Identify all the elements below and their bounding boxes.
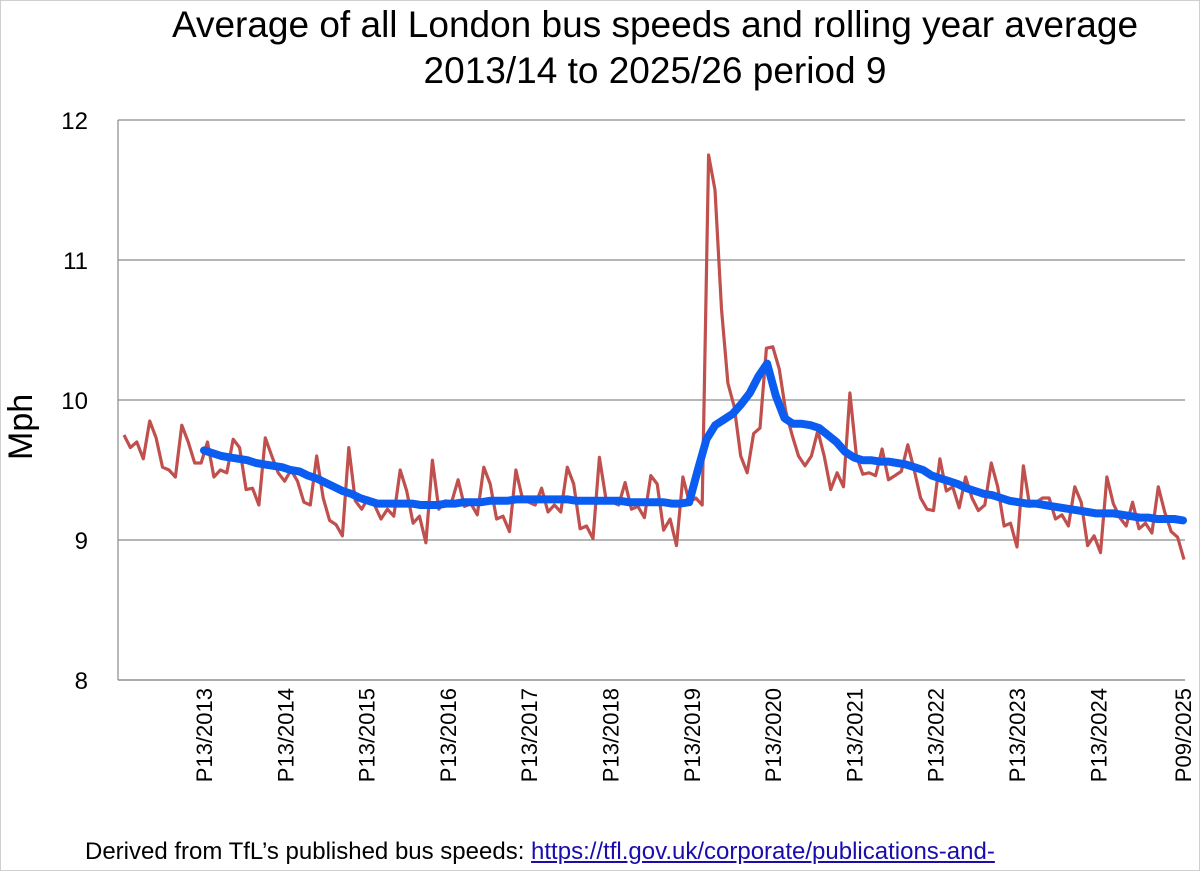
y-tick-label: 9	[75, 528, 88, 555]
x-tick-label: P13/2014	[273, 688, 298, 782]
x-tick-label: P13/2021	[842, 688, 867, 782]
x-tick-label: P13/2019	[680, 688, 705, 782]
x-tick-label: P13/2015	[355, 688, 380, 782]
chart-title: Average of all London bus speeds and rol…	[171, 4, 1139, 45]
x-tick-label: P13/2018	[599, 688, 624, 782]
x-tick-label: P13/2017	[517, 688, 542, 782]
y-tick-label: 10	[61, 388, 88, 415]
x-tick-label: P13/2022	[924, 688, 949, 782]
chart-subtitle: 2013/14 to 2025/26 period 9	[423, 50, 887, 91]
y-tick-label: 11	[63, 248, 88, 275]
x-tick-label: P13/2024	[1086, 688, 1111, 782]
footer: Derived from TfL’s published bus speeds:…	[0, 838, 1200, 866]
footer-text: Derived from TfL’s published bus speeds:	[85, 838, 532, 865]
x-tick-label: P13/2013	[192, 688, 217, 782]
x-tick-label: P13/2023	[1005, 688, 1030, 782]
chart-title-block: Average of all London bus speeds and rol…	[0, 2, 1200, 94]
x-tick-label: P13/2016	[436, 688, 461, 782]
series-line-rolling-average	[200, 359, 1187, 525]
x-tick-label: P13/2020	[761, 688, 786, 782]
y-tick-label: 8	[75, 668, 88, 695]
footer-link[interactable]: https://tfl.gov.uk/corporate/publication…	[531, 838, 995, 865]
x-tick-label: P09/2025	[1171, 688, 1196, 782]
series-line-monthly	[122, 153, 1186, 561]
y-tick-label: 12	[61, 108, 88, 135]
